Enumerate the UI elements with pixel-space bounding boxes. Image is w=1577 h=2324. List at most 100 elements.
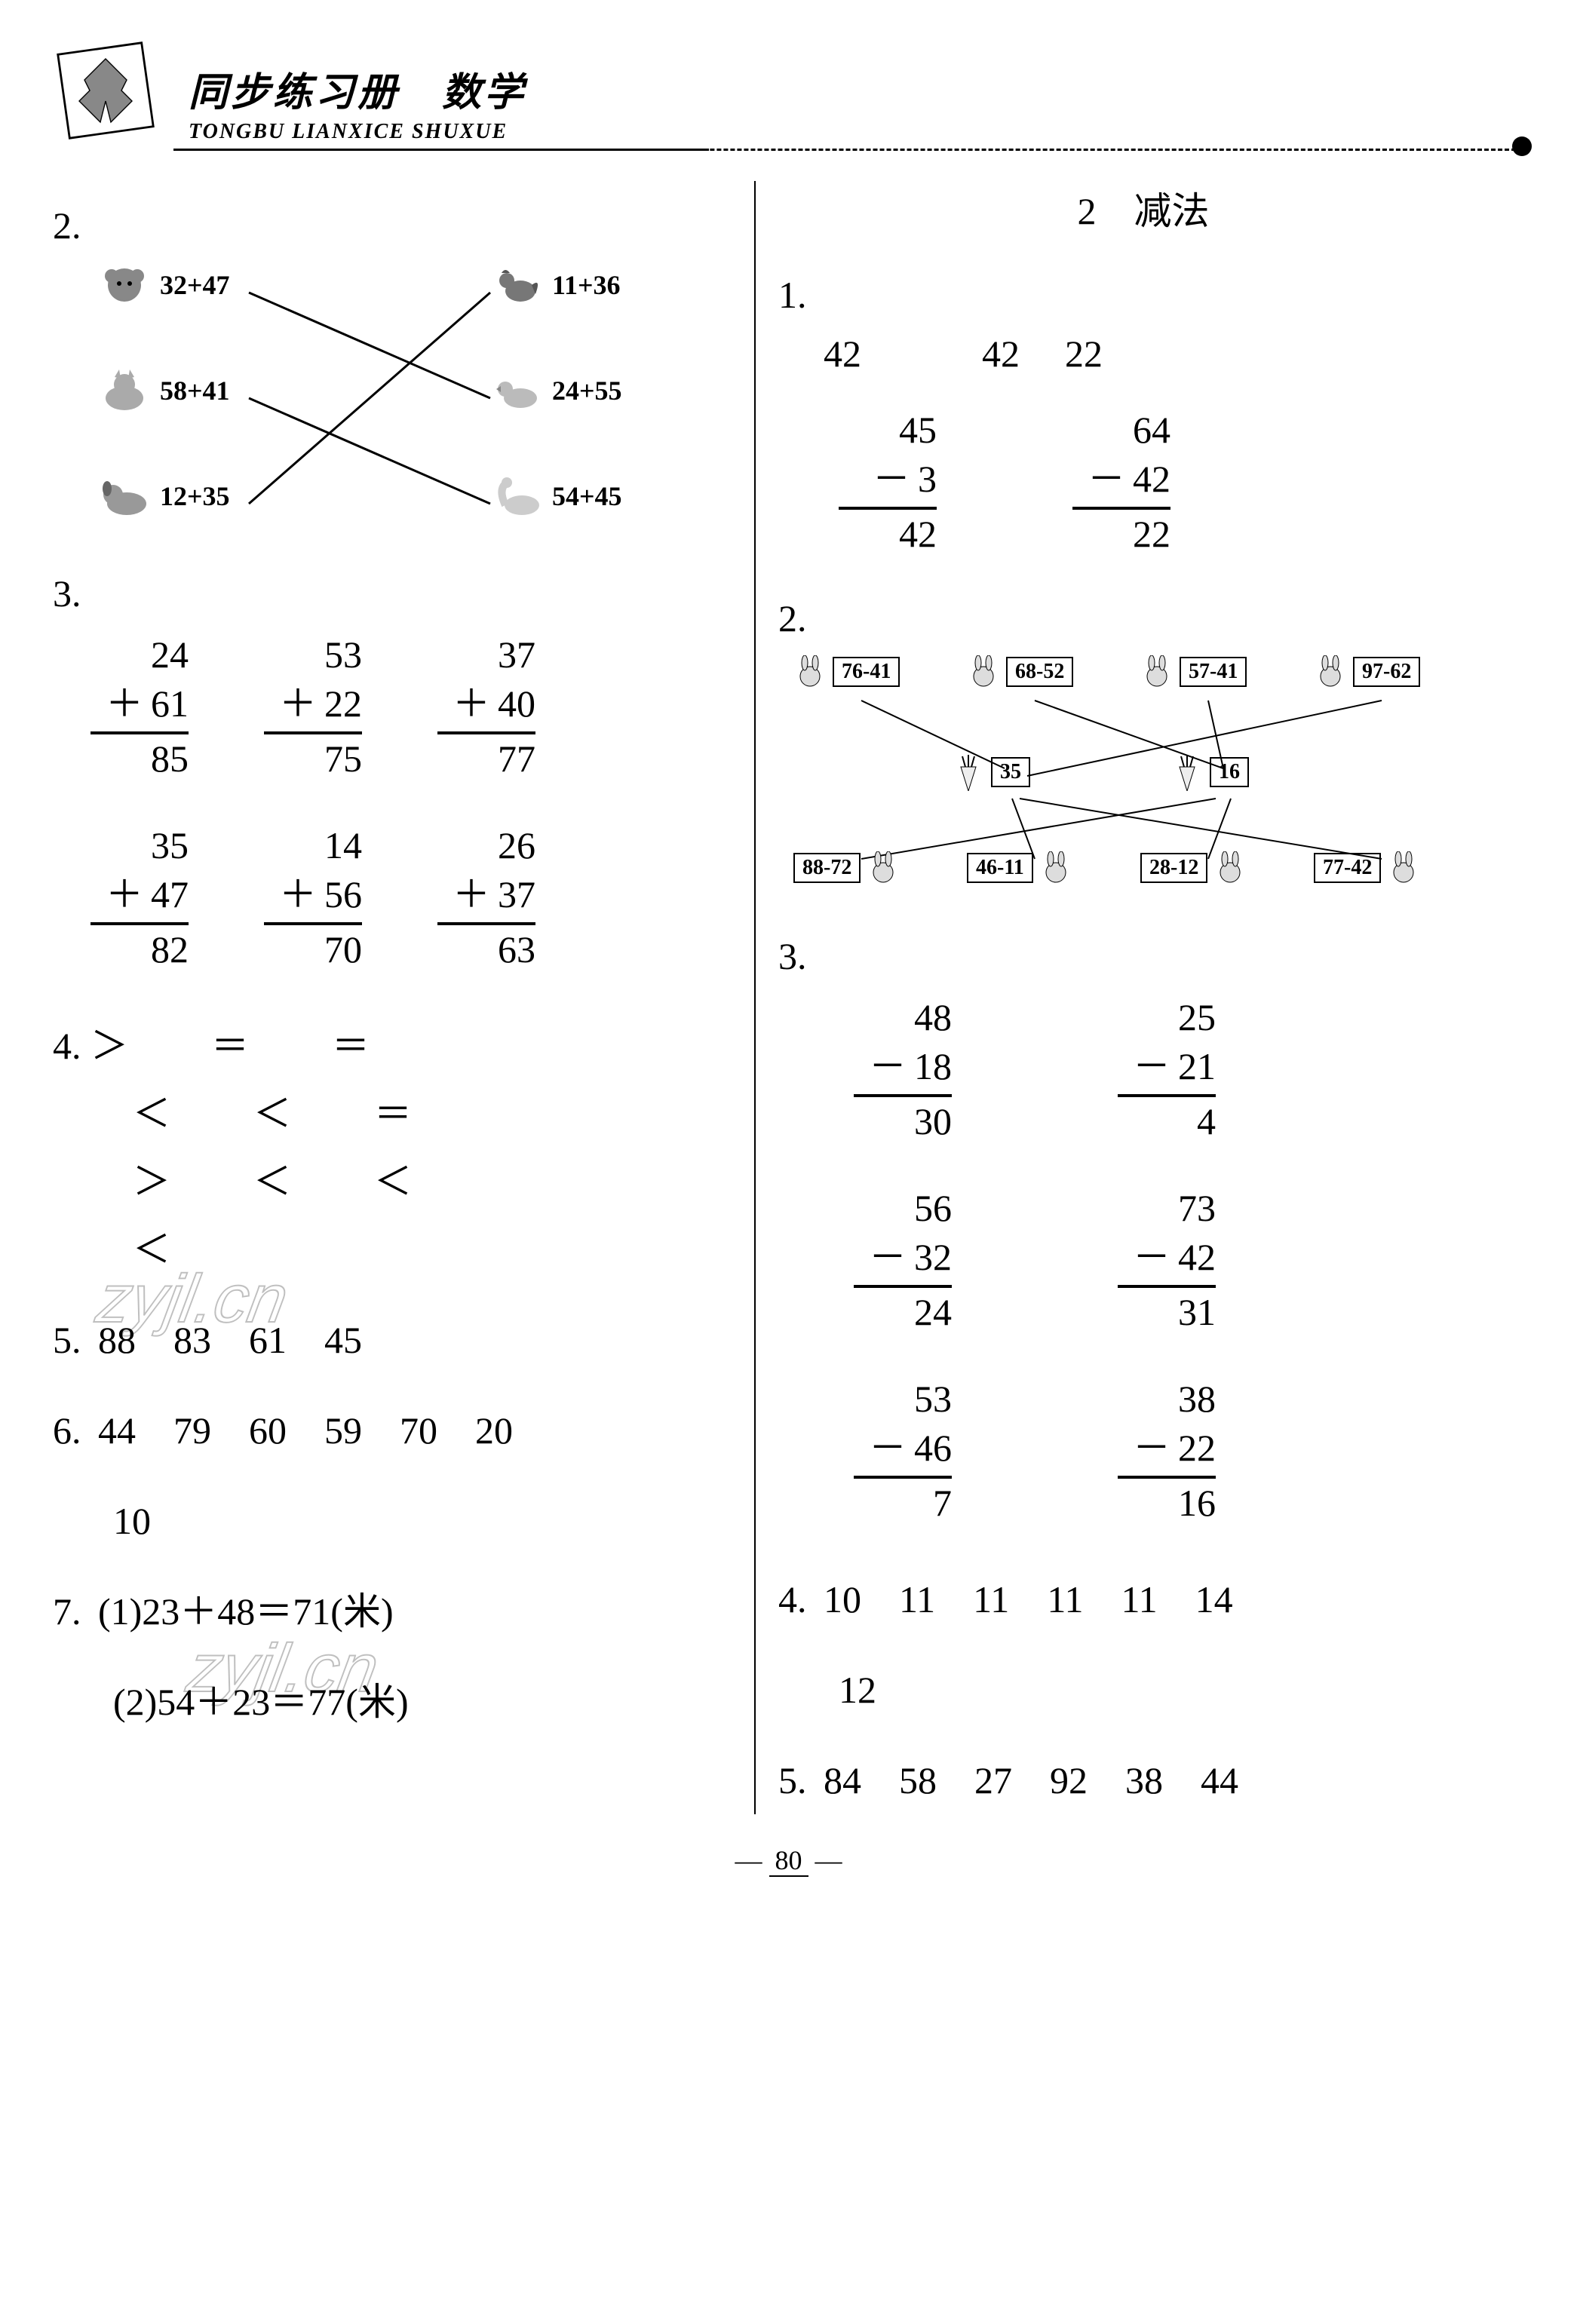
arith-top: 64 bbox=[1072, 406, 1170, 455]
q5-number: 5. bbox=[53, 1319, 81, 1361]
match-item-rooster: 11+36 bbox=[490, 262, 621, 308]
arith-block: 48 －18 30 bbox=[854, 993, 952, 1146]
ans-value: 61 bbox=[249, 1319, 287, 1361]
net-target: 16 bbox=[1170, 753, 1249, 791]
q3-number: 3. bbox=[53, 572, 732, 615]
arith-result: 30 bbox=[854, 1097, 952, 1146]
arith-top: 38 bbox=[1118, 1375, 1216, 1424]
r-q5-row: 5. 845827923844 bbox=[778, 1746, 1508, 1814]
net-expr: 88-72 bbox=[793, 853, 861, 883]
q4-number: 4. bbox=[53, 1025, 81, 1067]
q2-matching-diagram: 32+4758+4112+3511+3624+5554+45 bbox=[68, 262, 709, 549]
r-q1-val2a: 42 bbox=[982, 332, 1020, 376]
ans-value: 11 bbox=[1121, 1578, 1157, 1620]
r-q1-arithmetic: 45 －3 42 64 －42 22 bbox=[839, 406, 1508, 559]
arith-mid: ＋61 bbox=[91, 679, 189, 734]
arith-block: 35 ＋47 82 bbox=[91, 821, 189, 974]
match-expr: 24+55 bbox=[552, 375, 622, 406]
arith-result: 85 bbox=[91, 734, 189, 783]
arith-result: 75 bbox=[264, 734, 362, 783]
ans-value: 84 bbox=[824, 1759, 861, 1801]
right-column: 2 减法 1. 42 42 22 45 －3 42 64 －42 22 2. 7… bbox=[754, 181, 1508, 1814]
arith-top: 24 bbox=[91, 630, 189, 679]
arith-result: 42 bbox=[839, 510, 937, 559]
arith-result: 31 bbox=[1118, 1288, 1216, 1337]
cmp-symbol: ＜ bbox=[133, 1080, 216, 1148]
page-footer: — 80 — bbox=[53, 1844, 1524, 1876]
cmp-symbol: ＜ bbox=[374, 1148, 457, 1216]
arith-result: 63 bbox=[437, 925, 535, 974]
q6-number: 6. bbox=[53, 1409, 81, 1452]
ans-value: 60 bbox=[249, 1409, 287, 1452]
arith-mid: ＋47 bbox=[91, 870, 189, 925]
arith-block: 53 －46 7 bbox=[854, 1375, 952, 1528]
arith-top: 53 bbox=[264, 630, 362, 679]
net-expr: 28-12 bbox=[1140, 853, 1207, 883]
main-columns: 2. 32+4758+4112+3511+3624+5554+45 3. 24 … bbox=[53, 181, 1524, 1814]
ans-value: 92 bbox=[1050, 1759, 1088, 1801]
arith-result: 16 bbox=[1118, 1479, 1216, 1528]
cmp-symbol: ＞ bbox=[91, 1012, 173, 1080]
arith-top: 25 bbox=[1118, 993, 1216, 1042]
arith-row: 48 －18 30 25 －21 4 bbox=[854, 993, 1508, 1146]
match-expr: 12+35 bbox=[160, 480, 230, 512]
arith-result: 77 bbox=[437, 734, 535, 783]
arith-mid: －18 bbox=[854, 1042, 952, 1097]
arith-top: 45 bbox=[839, 406, 937, 455]
r-q1-pair: 42 22 bbox=[982, 332, 1103, 376]
q6-row: 6. 447960597020 bbox=[53, 1397, 732, 1464]
ans-value: 45 bbox=[324, 1319, 362, 1361]
arith-mid: －42 bbox=[1072, 455, 1170, 510]
ans-value: 11 bbox=[899, 1578, 935, 1620]
arith-result: 4 bbox=[1118, 1097, 1216, 1146]
arith-mid: ＋56 bbox=[264, 870, 362, 925]
header-dot-icon bbox=[1512, 136, 1532, 156]
arith-top: 73 bbox=[1118, 1184, 1216, 1233]
arith-result: 7 bbox=[854, 1479, 952, 1528]
r-q4-number: 4. bbox=[778, 1578, 807, 1620]
arith-mid: ＋22 bbox=[264, 679, 362, 734]
q7-part1: (1)23＋48＝71(米) bbox=[98, 1590, 394, 1633]
arith-mid: －3 bbox=[839, 455, 937, 510]
arith-block: 73 －42 31 bbox=[1118, 1184, 1216, 1337]
section-title: 2 减法 bbox=[778, 181, 1508, 235]
q7-row: 7. (1)23＋48＝71(米) bbox=[53, 1577, 732, 1645]
arith-mid: －42 bbox=[1118, 1233, 1216, 1288]
header-dashed-line bbox=[173, 149, 1516, 151]
cmp-symbol: ＜ bbox=[253, 1080, 336, 1148]
net-node: 28-12 bbox=[1140, 851, 1247, 885]
r-q5-number: 5. bbox=[778, 1759, 807, 1801]
match-expr: 54+45 bbox=[552, 480, 622, 512]
r-q4-row: 4. 101111111114 bbox=[778, 1565, 1508, 1633]
match-expr: 11+36 bbox=[552, 269, 621, 301]
r-q2-number: 2. bbox=[778, 596, 1508, 640]
arith-mid: －22 bbox=[1118, 1424, 1216, 1479]
arith-mid: －32 bbox=[854, 1233, 952, 1288]
net-expr: 77-42 bbox=[1314, 853, 1381, 883]
q7-number: 7. bbox=[53, 1590, 81, 1633]
ans-value: 38 bbox=[1125, 1759, 1163, 1801]
ans-value: 44 bbox=[1201, 1759, 1238, 1801]
ans-value: 88 bbox=[98, 1319, 136, 1361]
arith-top: 48 bbox=[854, 993, 952, 1042]
arith-block: 37 ＋40 77 bbox=[437, 630, 535, 783]
r-q1-val2b: 22 bbox=[1065, 332, 1103, 376]
q4-comparisons: ＞＝＝＜＜＝＞＜＜＜ bbox=[53, 1025, 495, 1271]
net-target: 35 bbox=[952, 753, 1030, 791]
ans-value: 70 bbox=[400, 1409, 437, 1452]
arith-block: 64 －42 22 bbox=[1072, 406, 1170, 559]
net-node: 97-62 bbox=[1314, 655, 1420, 688]
cmp-symbol: ＝ bbox=[332, 1012, 415, 1080]
ans-value: 44 bbox=[98, 1409, 136, 1452]
net-value: 16 bbox=[1210, 757, 1249, 787]
arith-top: 35 bbox=[91, 821, 189, 870]
match-expr: 32+47 bbox=[160, 269, 230, 301]
arith-block: 26 ＋37 63 bbox=[437, 821, 535, 974]
arith-result: 24 bbox=[854, 1288, 952, 1337]
arith-top: 14 bbox=[264, 821, 362, 870]
arith-row: 53 －46 7 38 －22 16 bbox=[854, 1375, 1508, 1528]
match-item-dog: 12+35 bbox=[98, 474, 230, 519]
arith-top: 56 bbox=[854, 1184, 952, 1233]
arith-result: 70 bbox=[264, 925, 362, 974]
r-q2-diagram: 76-4168-5257-4197-6288-7246-1128-1277-42… bbox=[778, 655, 1502, 912]
